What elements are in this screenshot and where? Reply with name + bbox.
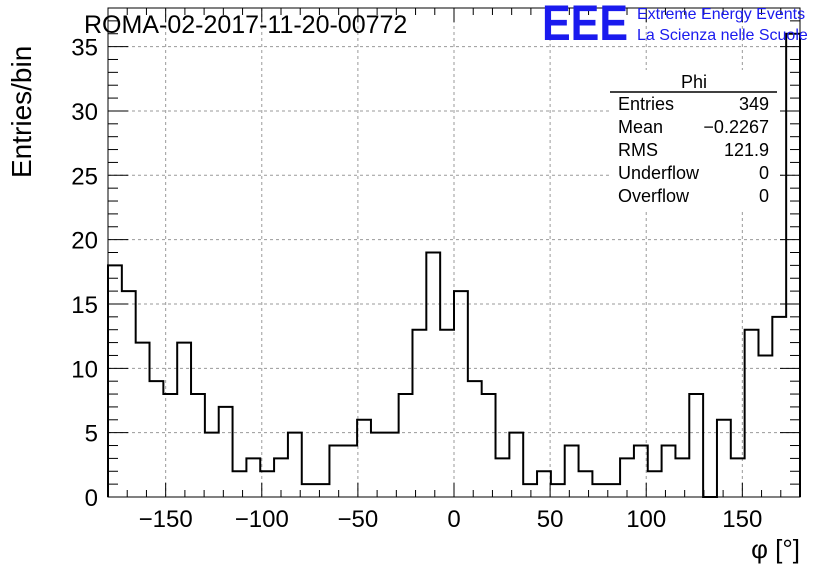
eee-logo: EEE: [542, 0, 628, 51]
x-tick-label: −50: [338, 506, 379, 533]
stats-row-label: Entries: [618, 94, 674, 114]
stats-row-value: 0: [759, 186, 769, 206]
stats-row-label: Mean: [618, 117, 663, 137]
stats-row-label: Underflow: [618, 163, 700, 183]
stats-box-title: Phi: [681, 72, 707, 92]
y-tick-label: 20: [71, 228, 98, 255]
x-tick-label: 150: [722, 506, 762, 533]
stats-row-value: −0.2267: [703, 117, 769, 137]
stats-row-label: RMS: [618, 140, 658, 160]
y-tick-label: 10: [71, 356, 98, 383]
y-axis-label: Entries/bin: [6, 46, 37, 178]
x-tick-labels: −150 −100 −50 0 50 100 150: [139, 506, 763, 533]
branding-line-2: La Scienza nelle Scuole: [637, 27, 808, 44]
x-tick-label: 100: [626, 506, 666, 533]
y-tick-label: 25: [71, 163, 98, 190]
axis-ticks: [107, 8, 801, 498]
chart-title: ROMA-02-2017-11-20-00772: [84, 11, 407, 39]
x-tick-label: 0: [447, 506, 460, 533]
stats-row-value: 349: [739, 94, 769, 114]
y-tick-label: 15: [71, 292, 98, 319]
stats-row-value: 0: [759, 163, 769, 183]
y-tick-label: 5: [85, 421, 98, 448]
y-tick-labels: 0 5 10 15 20 25 30 35: [71, 35, 98, 512]
stats-row-value: 121.9: [724, 140, 769, 160]
stats-box: Phi Entries 349 Mean −0.2267 RMS 121.9 Underfl…: [609, 70, 778, 210]
stats-row-label: Overflow: [618, 186, 690, 206]
x-tick-label: −100: [235, 506, 289, 533]
x-tick-label: −150: [139, 506, 193, 533]
branding-line-1: Extreme Energy Events: [637, 6, 805, 23]
x-axis-label: φ [°]: [751, 534, 800, 564]
y-tick-label: 30: [71, 99, 98, 126]
histogram-line: [107, 32, 801, 498]
y-tick-label: 35: [71, 35, 98, 62]
x-tick-label: 50: [537, 506, 564, 533]
y-tick-label: 0: [85, 485, 98, 512]
